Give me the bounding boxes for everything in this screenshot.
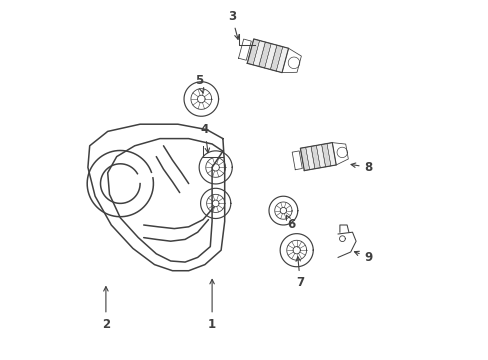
- Text: 8: 8: [350, 161, 372, 174]
- Text: 3: 3: [227, 10, 239, 39]
- Text: 2: 2: [102, 287, 110, 330]
- Polygon shape: [276, 47, 288, 73]
- Polygon shape: [305, 147, 314, 170]
- Polygon shape: [264, 44, 276, 69]
- Polygon shape: [252, 41, 265, 66]
- Polygon shape: [326, 143, 336, 166]
- Polygon shape: [258, 42, 271, 68]
- Polygon shape: [247, 39, 259, 65]
- Polygon shape: [310, 145, 320, 169]
- Text: 7: 7: [295, 257, 304, 289]
- Polygon shape: [316, 144, 325, 168]
- Polygon shape: [270, 45, 282, 71]
- Text: 9: 9: [354, 251, 372, 264]
- Text: 4: 4: [201, 123, 209, 153]
- Text: 5: 5: [195, 75, 203, 93]
- Polygon shape: [321, 144, 330, 167]
- Polygon shape: [300, 147, 309, 171]
- Text: 6: 6: [286, 215, 295, 231]
- Text: 1: 1: [207, 279, 216, 330]
